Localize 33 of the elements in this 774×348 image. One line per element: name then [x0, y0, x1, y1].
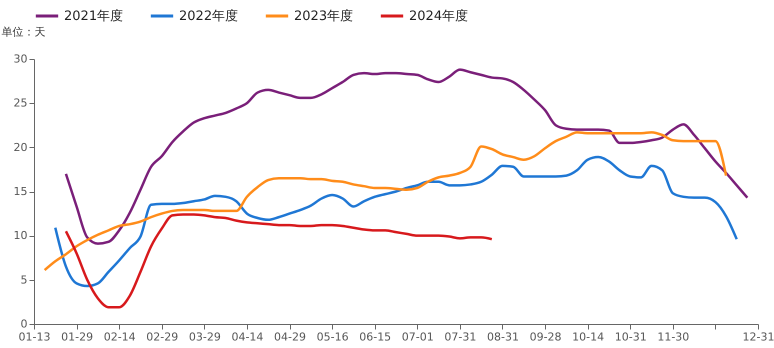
x-tick-label: 04-14: [231, 330, 264, 344]
legend-label: 2021年度: [64, 8, 124, 24]
y-tick-label: 20: [14, 140, 28, 154]
y-tick-label: 15: [14, 185, 28, 198]
x-tick-label: 03-29: [188, 330, 221, 344]
x-tick-label: 12-31: [742, 330, 774, 344]
x-tick-label: 01-29: [61, 330, 94, 344]
x-tick-label: 01-13: [18, 330, 50, 344]
y-axis-title: 单位：天: [2, 26, 46, 38]
y-tick-label: 0: [20, 318, 28, 330]
x-tick-label: 08-31: [486, 330, 519, 344]
x-tick-label: 10-14: [572, 330, 604, 344]
x-tick-label: 06-15: [359, 330, 392, 344]
x-tick-label: 05-16: [316, 330, 349, 344]
y-tick-label: 30: [14, 52, 28, 66]
legend-label: 2024年度: [409, 8, 468, 24]
legend-label: 2023年度: [294, 8, 354, 24]
legend-label: 2022年度: [179, 8, 238, 24]
line-series: [64, 213, 494, 308]
line-series: [43, 131, 728, 272]
x-tick-label: 07-31: [444, 330, 476, 344]
x-tick-label: 09-28: [530, 330, 562, 344]
x-tick-label: 02-14: [104, 330, 136, 344]
x-tick-label: 04-29: [274, 330, 306, 344]
y-tick-label: 25: [14, 96, 28, 110]
line-series: [64, 68, 749, 245]
y-tick-label: 10: [14, 229, 28, 242]
line-series: [54, 156, 738, 288]
x-tick-label: 02-29: [146, 330, 178, 344]
y-tick-label: 5: [20, 273, 28, 286]
x-tick-label: 07-01: [402, 330, 434, 344]
x-tick-label: 11-30: [657, 330, 690, 344]
x-tick-label: 10-31: [614, 330, 647, 344]
